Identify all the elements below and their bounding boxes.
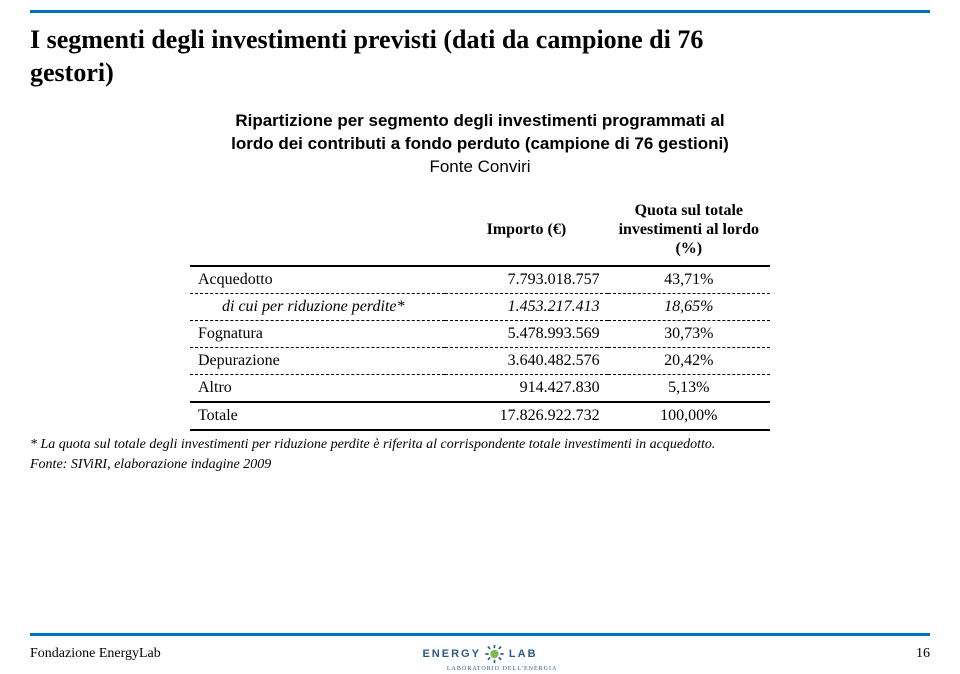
table-row: di cui per riduzione perdite* 1.453.217.… xyxy=(190,293,770,320)
cell-quota: 5,13% xyxy=(608,374,770,402)
cell-importo: 914.427.830 xyxy=(445,374,607,402)
page-number: 16 xyxy=(916,646,930,662)
footer-org: Fondazione EnergyLab xyxy=(30,646,161,662)
cell-importo: 1.453.217.413 xyxy=(445,293,607,320)
slide-title: I segmenti degli investimenti previsti (… xyxy=(30,24,703,89)
top-rule xyxy=(30,10,930,13)
logo-subtitle: LABORATORIO DELL'ENERGIA xyxy=(447,666,557,672)
logo-text-2: LAB xyxy=(509,648,538,660)
table-container: Importo (€) Quota sul totale investiment… xyxy=(190,195,770,431)
cell-label: Depurazione xyxy=(190,347,445,374)
footnote-line1: * La quota sul totale degli investimenti… xyxy=(30,437,715,452)
cell-importo: 17.826.922.732 xyxy=(445,402,607,430)
cell-label: Fognatura xyxy=(190,320,445,347)
col-header-importo: Importo (€) xyxy=(445,195,607,266)
footnote-line2: Fonte: SIViRI, elaborazione indagine 200… xyxy=(30,457,271,472)
cell-label: di cui per riduzione perdite* xyxy=(190,293,445,320)
footer-logo: ENERGY LAB xyxy=(422,644,537,664)
table-row-total: Totale 17.826.922.732 100,00% xyxy=(190,402,770,430)
bottom-rule xyxy=(30,633,930,636)
cell-quota: 18,65% xyxy=(608,293,770,320)
cell-quota: 100,00% xyxy=(608,402,770,430)
cell-quota: 30,73% xyxy=(608,320,770,347)
table-row: Depurazione 3.640.482.576 20,42% xyxy=(190,347,770,374)
footnote: * La quota sul totale degli investimenti… xyxy=(30,435,715,476)
subheading-source: Fonte Conviri xyxy=(429,157,530,176)
cell-importo: 7.793.018.757 xyxy=(445,266,607,294)
cell-label: Totale xyxy=(190,402,445,430)
table-row: Altro 914.427.830 5,13% xyxy=(190,374,770,402)
table-row: Fognatura 5.478.993.569 30,73% xyxy=(190,320,770,347)
cell-importo: 5.478.993.569 xyxy=(445,320,607,347)
table-row: Acquedotto 7.793.018.757 43,71% xyxy=(190,266,770,294)
gear-icon xyxy=(485,644,505,664)
subheading-line2: lordo dei contributi a fondo perduto (ca… xyxy=(231,134,729,153)
cell-quota: 20,42% xyxy=(608,347,770,374)
col-header-quota: Quota sul totale investimenti al lordo (… xyxy=(608,195,770,266)
title-line1: I segmenti degli investimenti previsti (… xyxy=(30,25,703,54)
col-header-empty xyxy=(190,195,445,266)
cell-quota: 43,71% xyxy=(608,266,770,294)
cell-importo: 3.640.482.576 xyxy=(445,347,607,374)
subheading: Ripartizione per segmento degli investim… xyxy=(0,110,960,179)
subheading-line1: Ripartizione per segmento degli investim… xyxy=(235,111,724,130)
cell-label: Altro xyxy=(190,374,445,402)
title-line2: gestori) xyxy=(30,58,114,87)
logo-text-1: ENERGY xyxy=(422,648,480,660)
cell-label: Acquedotto xyxy=(190,266,445,294)
investment-table: Importo (€) Quota sul totale investiment… xyxy=(190,195,770,431)
